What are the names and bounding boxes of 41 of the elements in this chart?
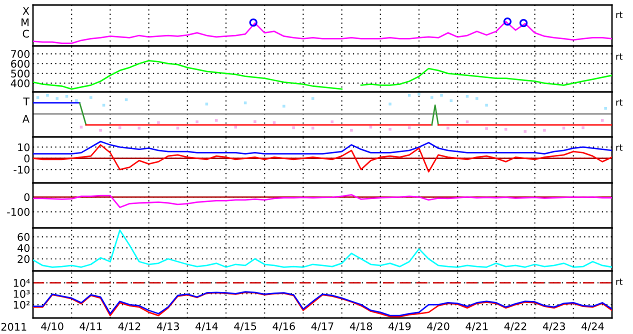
x-tick-label: 4/18 [350,322,372,332]
x-tick-label: 4/17 [311,322,334,332]
text: rt [616,53,623,60]
y-tick-label: 10² [14,300,30,309]
y-tick-label: 400 [10,79,30,88]
y-tick-label: 700 [11,50,30,58]
y-tick-label: 40 [17,244,30,252]
text: rt [616,278,623,285]
y-tick-label: -100 [7,208,30,216]
text: X [22,7,30,15]
x-tick-label: 4/12 [118,322,140,332]
x-tick-label: 4/19 [388,322,411,332]
x-tick-label: 4/24 [582,322,604,332]
text: rt [616,12,623,18]
x-tick-label: 4/16 [272,322,295,332]
text: rt [616,99,623,106]
y-tick-label: 20 [18,255,30,263]
x-tick-label: 4/22 [504,322,526,332]
y-tick-label: 10⁴ [14,279,30,287]
x-tick-label: 4/11 [80,322,102,332]
x-tick-label: 4/14 [196,322,218,332]
y-tick-label: 600 [11,60,30,68]
text: M [22,18,29,26]
x-tick-label: 4/21 [466,322,488,332]
x-tick-label: 4/20 [427,322,450,332]
y-tick-label: 0 [24,193,30,202]
x-axis-title: 2011 [1,322,26,331]
x-tick-label: 4/23 [542,322,565,332]
y-tick-label: 500 [11,70,30,78]
y-tick-label: -10 [14,166,30,174]
y-tick-label: 60 [18,233,30,241]
y-tick-label: 10³ [14,290,30,298]
x-tick-label: 4/15 [234,322,256,332]
text: C [22,30,29,38]
text: A [22,114,30,123]
y-tick-label: 0 [24,154,30,162]
x-tick-label: 4/13 [156,322,179,332]
text: T [23,98,30,106]
y-tick-label: 10 [18,143,30,152]
text: rt [616,144,623,151]
x-tick-label: 4/10 [41,322,64,332]
